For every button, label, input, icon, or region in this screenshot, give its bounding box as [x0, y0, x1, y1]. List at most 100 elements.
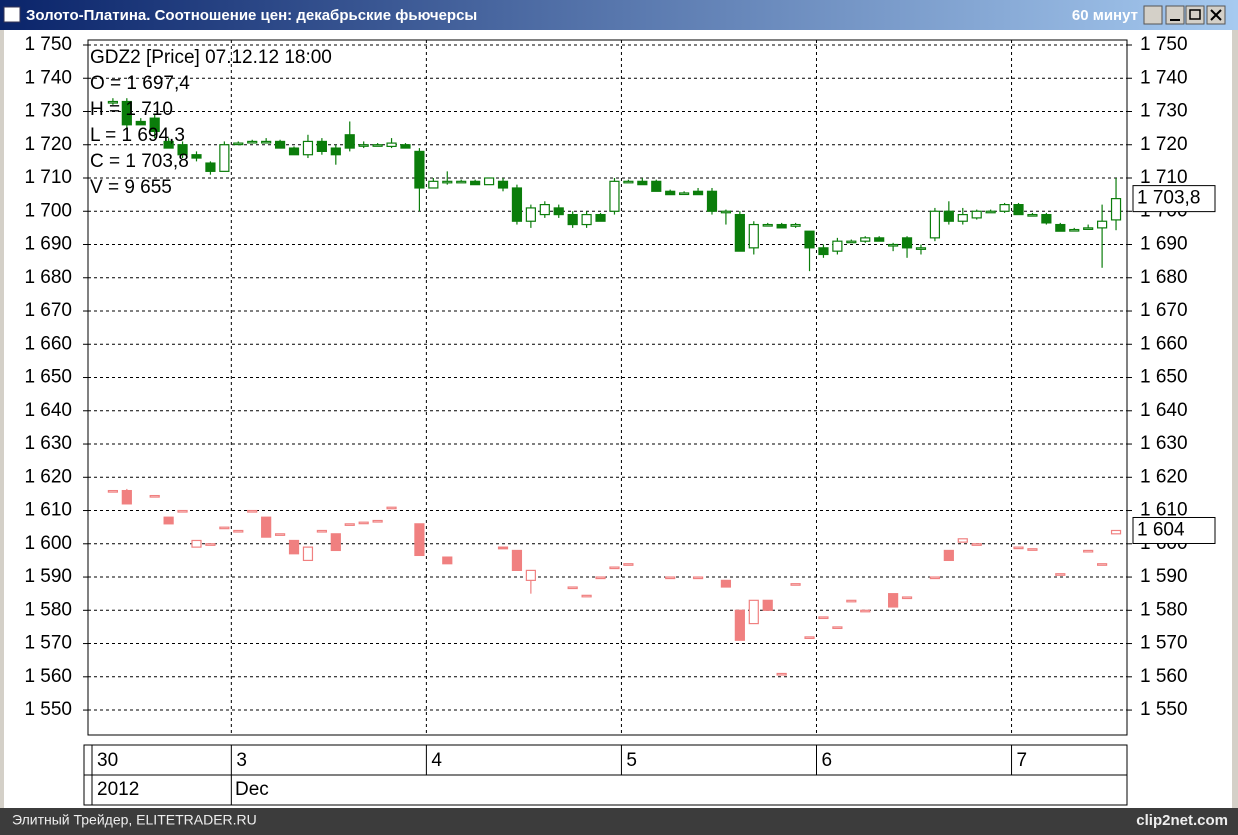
candle-body — [372, 144, 383, 147]
candle-body — [274, 140, 286, 149]
candle-body — [692, 576, 704, 580]
candle-body — [470, 180, 481, 186]
candle-body — [957, 213, 968, 222]
candle-body — [637, 180, 648, 186]
y-tick-label: 1 640 — [24, 400, 72, 421]
candle-body — [1013, 204, 1024, 216]
candle-body — [247, 509, 258, 513]
candle-body — [651, 180, 662, 192]
y-tick-label: 1 690 — [24, 234, 72, 255]
pin-button[interactable] — [1143, 5, 1163, 25]
candle-body — [929, 576, 941, 580]
y-tick-label: 1 630 — [24, 433, 72, 454]
candle-body — [274, 533, 286, 536]
candle-body — [219, 526, 230, 530]
last-value-box — [1132, 185, 1216, 213]
candle-body — [971, 210, 982, 219]
candle-body — [483, 177, 495, 186]
candle-body — [915, 247, 927, 250]
candle-body — [748, 599, 759, 625]
candle-body — [1027, 213, 1038, 217]
x-tick-label: 30 — [97, 750, 118, 771]
candle-body — [832, 240, 843, 252]
candle-body — [1097, 563, 1108, 566]
y2-tick-label: 1 690 — [1140, 234, 1188, 255]
candle-body — [901, 596, 913, 600]
candle-body — [386, 142, 397, 148]
y2-tick-label: 1 740 — [1140, 67, 1188, 88]
candle-body — [1083, 549, 1094, 553]
candle-body — [762, 223, 773, 227]
info-line: H = 1 710 — [90, 99, 173, 120]
candle-body — [233, 529, 244, 533]
candle-body — [553, 207, 564, 216]
window-buttons[interactable] — [1143, 5, 1226, 25]
x-tick-label: 6 — [821, 750, 832, 771]
candle-body — [330, 147, 341, 156]
candle-body — [595, 213, 606, 222]
candle-body — [567, 213, 578, 226]
candle-body — [386, 506, 397, 510]
candle-body — [1083, 227, 1094, 230]
candle-body — [971, 543, 982, 546]
candle-body — [623, 180, 634, 184]
candle-body — [581, 213, 592, 226]
candle-body — [720, 210, 732, 214]
chart-area — [4, 30, 1232, 808]
last-value-label: 1 604 — [1137, 520, 1185, 541]
candle-body — [302, 140, 314, 156]
candle-body — [539, 204, 550, 216]
candle-body — [121, 489, 132, 505]
candle-body — [288, 539, 300, 555]
candle-body — [149, 117, 160, 133]
candle-body — [692, 190, 704, 196]
candle-body — [623, 563, 634, 566]
candle-body — [358, 144, 369, 147]
window-icon — [3, 6, 21, 23]
candle-body — [1027, 548, 1038, 551]
footer-right: clip2net.com — [1136, 812, 1228, 829]
y-tick-label: 1 590 — [24, 566, 72, 587]
candle-body — [901, 237, 913, 249]
year-label: 2012 — [97, 779, 139, 800]
y-tick-label: 1 720 — [24, 134, 72, 155]
month-label: Dec — [235, 779, 269, 800]
y-tick-label: 1 580 — [24, 599, 72, 620]
candle-body — [205, 162, 216, 172]
candle-body — [261, 516, 272, 538]
candle-body — [790, 223, 801, 227]
candle-body — [567, 586, 578, 590]
info-line: O = 1 697,4 — [90, 73, 190, 94]
candle-body — [943, 210, 954, 222]
candle-body — [1013, 546, 1024, 550]
candle-body — [999, 204, 1010, 212]
candle-body — [107, 100, 118, 104]
y2-tick-label: 1 570 — [1140, 633, 1188, 654]
candle-body — [929, 210, 941, 239]
y2-tick-label: 1 560 — [1140, 666, 1188, 687]
y-tick-label: 1 680 — [24, 267, 72, 288]
y2-tick-label: 1 680 — [1140, 267, 1188, 288]
y2-tick-label: 1 620 — [1140, 466, 1188, 487]
x-tick-label: 7 — [1017, 750, 1028, 771]
y2-tick-label: 1 720 — [1140, 134, 1188, 155]
y2-tick-label: 1 580 — [1140, 599, 1188, 620]
y-tick-label: 1 710 — [24, 167, 72, 188]
close-glyph — [1210, 9, 1222, 21]
y-tick-label: 1 660 — [24, 333, 72, 354]
candle-body — [497, 546, 509, 550]
minimize-button[interactable] — [1165, 5, 1185, 25]
candle-body — [1041, 213, 1052, 224]
candle-body — [1110, 529, 1122, 535]
y-tick-label: 1 730 — [24, 101, 72, 122]
info-box: GDZ2 [Price] 07.12.12 18:00 O = 1 697,4 … — [90, 47, 332, 198]
y2-tick-label: 1 630 — [1140, 433, 1188, 454]
maximize-button[interactable] — [1185, 5, 1205, 25]
x-tick-label: 3 — [236, 750, 247, 771]
y-tick-label: 1 620 — [24, 466, 72, 487]
candle-body — [191, 154, 202, 159]
candle-body — [442, 556, 453, 565]
x-tick-label: 4 — [431, 750, 442, 771]
x-tick-label: 5 — [626, 750, 637, 771]
